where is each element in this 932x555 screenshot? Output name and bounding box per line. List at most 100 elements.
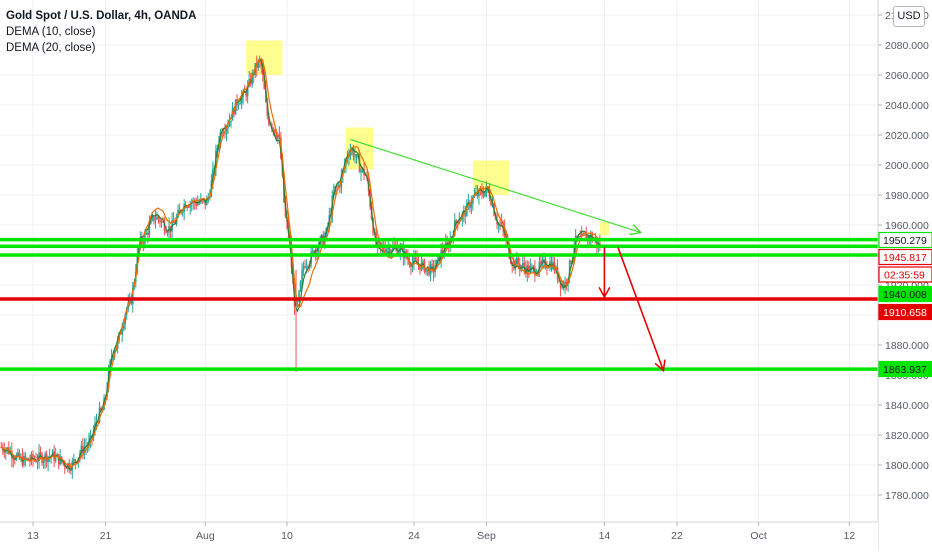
candle-body <box>348 156 350 158</box>
candle-body <box>258 60 261 62</box>
x-tick-label: Aug <box>196 530 215 542</box>
candle-body <box>518 263 521 269</box>
candle-body <box>274 129 276 135</box>
candle-body <box>562 284 565 289</box>
candle-body <box>39 452 42 455</box>
y-tick-label: 1780.000 <box>885 490 929 502</box>
candle-body <box>387 247 390 250</box>
candle-body <box>198 202 201 204</box>
candle-body <box>45 453 48 463</box>
candle-body <box>264 89 267 102</box>
candle-body <box>470 203 473 208</box>
candle-body <box>528 265 530 273</box>
y-tick-label: 2060.000 <box>885 70 929 82</box>
candle-body <box>570 260 572 263</box>
indicator-dema-20[interactable]: DEMA (20, close) <box>6 42 96 54</box>
price-level-badge <box>878 360 932 378</box>
candle-body <box>59 456 62 465</box>
candle-body <box>196 202 199 206</box>
candle-body <box>484 191 486 197</box>
down-arrow-head <box>654 359 666 372</box>
candle-body <box>23 455 25 466</box>
candle-body <box>520 265 523 269</box>
candle-body <box>441 250 444 253</box>
indicator-dema-10[interactable]: DEMA (10, close) <box>6 26 96 38</box>
candle-body <box>237 104 240 106</box>
candle-body <box>307 266 309 268</box>
y-tick-label: 1820.000 <box>885 430 929 442</box>
candle-body <box>376 241 379 246</box>
candle-body <box>165 231 167 233</box>
candle-body <box>339 185 341 188</box>
candle-body <box>271 124 273 128</box>
price-level-label: 1910.658 <box>883 307 927 319</box>
candle-body <box>354 156 356 158</box>
y-tick-label: 1880.000 <box>885 340 929 352</box>
candle-body <box>558 279 560 281</box>
candle-body <box>187 206 190 208</box>
candle-body <box>234 99 237 115</box>
candle-body <box>257 60 260 68</box>
candle-body <box>388 247 391 254</box>
y-tick-label: 2080.000 <box>885 40 929 52</box>
candle-body <box>246 85 249 97</box>
candle-body <box>540 261 542 264</box>
candle-body <box>272 127 275 130</box>
candle-body <box>384 249 387 253</box>
price-level-label: 1940.008 <box>883 289 927 301</box>
candle-body <box>515 257 518 268</box>
candle-body <box>251 72 253 85</box>
y-tick-label: 1800.000 <box>885 460 929 472</box>
candle-body <box>221 131 223 134</box>
y-tick-label: 1980.000 <box>885 190 929 202</box>
candle-body <box>568 260 571 279</box>
price-level-badge <box>878 248 932 266</box>
candle-body <box>225 128 228 133</box>
x-tick-label: 14 <box>599 530 611 542</box>
candle-body <box>358 157 361 173</box>
candle-body <box>268 116 270 125</box>
candle-body <box>590 234 592 240</box>
candle-body <box>305 266 308 268</box>
candle-body <box>80 445 83 454</box>
candle-body <box>466 203 468 217</box>
countdown-label: 02:35:59 <box>884 270 925 282</box>
candle-body <box>54 455 57 461</box>
candle-body <box>231 108 234 121</box>
currency-button[interactable]: USD <box>893 6 925 27</box>
candle-body <box>32 454 34 460</box>
candle-body <box>212 168 214 181</box>
candle-body <box>243 91 246 93</box>
candle-body <box>181 211 184 213</box>
symbol-title[interactable]: Gold Spot / U.S. Dollar, 4h, OANDA <box>6 10 197 22</box>
candle-body <box>311 250 314 252</box>
candle-body <box>24 455 27 460</box>
candle-body <box>410 264 412 268</box>
candle-body <box>160 221 163 223</box>
x-tick-label: 22 <box>671 530 683 542</box>
candle-body <box>500 222 503 224</box>
candle-body <box>156 216 158 220</box>
x-tick-label: 10 <box>281 530 293 542</box>
y-tick-label: 1960.000 <box>885 220 929 232</box>
candle-body <box>121 328 123 335</box>
candle-body <box>413 257 415 263</box>
candle-body <box>391 245 394 251</box>
candle-body <box>17 452 19 455</box>
candle-body <box>546 267 548 269</box>
down-arrow-head <box>598 286 611 299</box>
candle-body <box>385 249 388 253</box>
candle-body <box>478 189 480 197</box>
candle-body <box>512 260 515 266</box>
candle-body <box>499 223 501 225</box>
candle-body <box>299 281 302 291</box>
candle-body <box>455 220 458 222</box>
price-level-label: 1950.279 <box>883 235 927 247</box>
candle-body <box>360 170 362 173</box>
candle-body <box>159 219 161 223</box>
candle-body <box>426 266 429 268</box>
candle-body <box>239 102 241 105</box>
candle-body <box>464 210 467 217</box>
